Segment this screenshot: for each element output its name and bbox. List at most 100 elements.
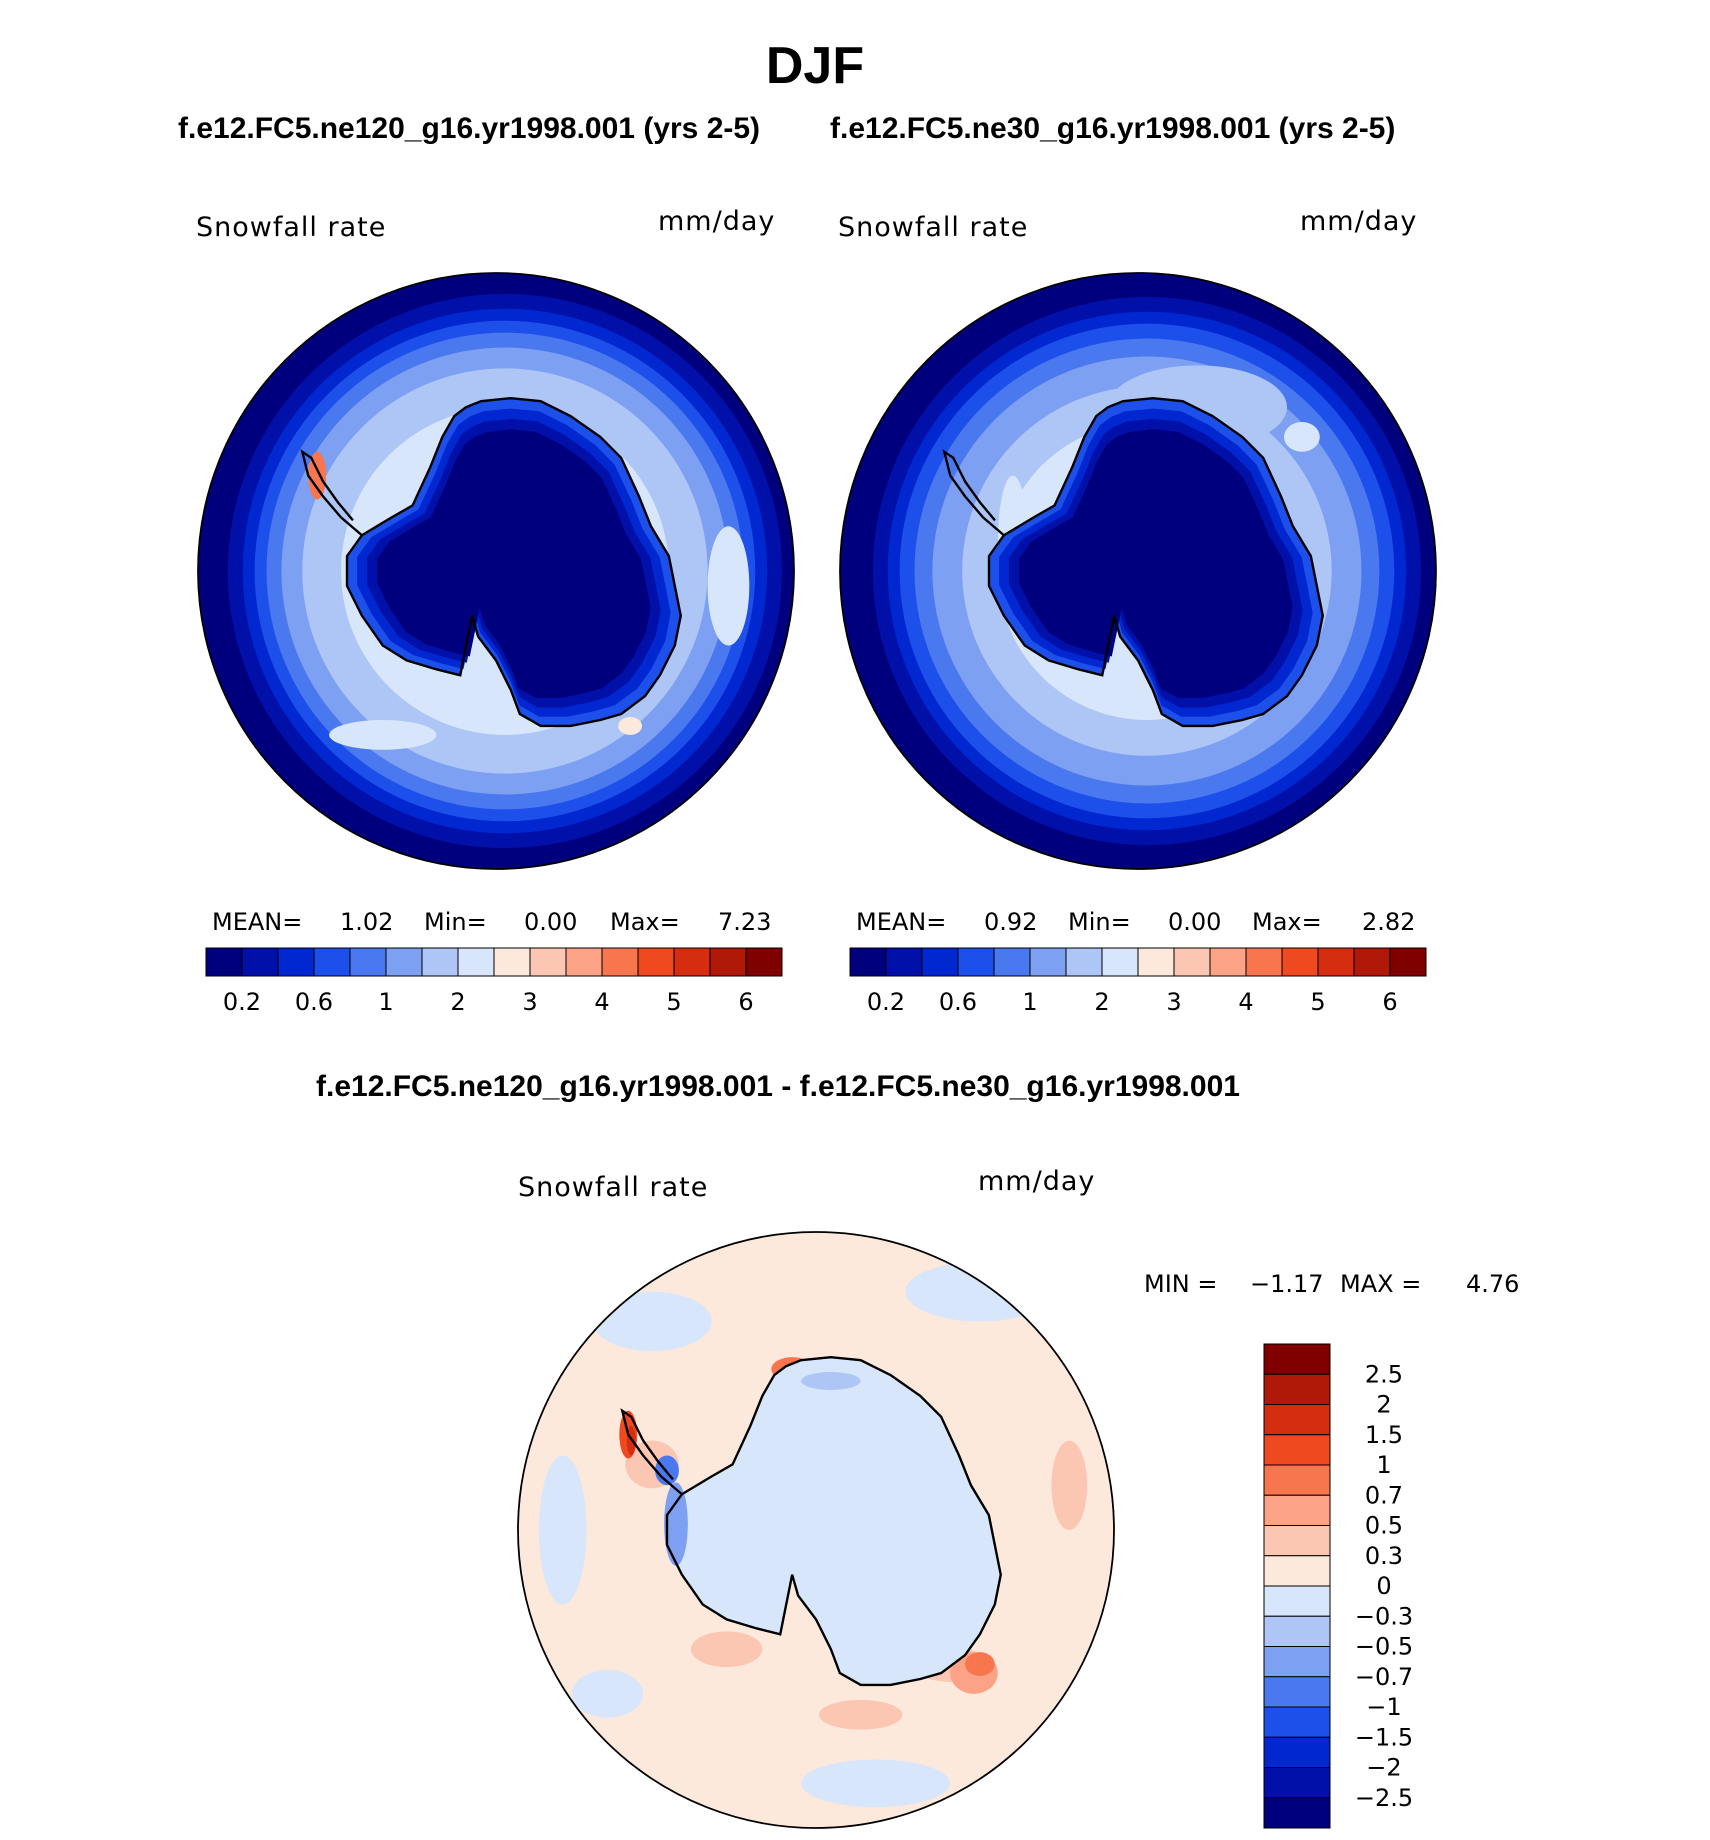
colorbar-swatch bbox=[1389, 947, 1427, 977]
colorbar-swatch bbox=[385, 947, 423, 977]
panel-2-max-value: 2.82 bbox=[1362, 908, 1416, 936]
colorbar-tick-label: 0.3 bbox=[1365, 1542, 1403, 1570]
panel-3-case-title: f.e12.FC5.ne120_g16.yr1998.001 - f.e12.F… bbox=[316, 1070, 1240, 1103]
map-contour-patch bbox=[801, 1759, 951, 1808]
coastline-peninsula bbox=[300, 449, 363, 537]
panel-2-variable-label: Snowfall rate bbox=[838, 212, 1029, 243]
panel-2-case-title: f.e12.FC5.ne30_g16.yr1998.001 (yrs 2-5) bbox=[830, 112, 1396, 145]
colorbar-swatch bbox=[1137, 947, 1175, 977]
colorbar-tick-label: 6 bbox=[1382, 988, 1397, 1016]
colorbar-swatch bbox=[921, 947, 959, 977]
panel-1-mean-label: MEAN= bbox=[212, 908, 303, 936]
colorbar-swatch bbox=[601, 947, 639, 977]
colorbar-swatch bbox=[1263, 1615, 1331, 1647]
colorbar-tick-label: 5 bbox=[666, 988, 681, 1016]
panel-3-min-value: −1.17 bbox=[1250, 1270, 1324, 1298]
panel-3-units: mm/day bbox=[978, 1166, 1096, 1197]
panel-1-mean-value: 1.02 bbox=[340, 908, 394, 936]
map-contour-patch bbox=[538, 1455, 587, 1605]
colorbar-swatch bbox=[1263, 1706, 1331, 1738]
map-contour-patch bbox=[618, 717, 643, 735]
panel-2-min-value: 0.00 bbox=[1168, 908, 1222, 936]
panel-2-mean-label: MEAN= bbox=[856, 908, 947, 936]
colorbar-tick-label: 0.5 bbox=[1365, 1512, 1403, 1540]
map-contour-patch bbox=[801, 1372, 861, 1390]
map-contour-patch bbox=[592, 1291, 712, 1352]
map-border bbox=[839, 272, 1437, 870]
colorbar-swatch bbox=[1263, 1464, 1331, 1496]
map-antarctic-fill bbox=[667, 1357, 1001, 1685]
panel-1-units: mm/day bbox=[658, 206, 776, 237]
panel-2-max-label: Max= bbox=[1252, 908, 1322, 936]
colorbar-swatch bbox=[1245, 947, 1283, 977]
colorbar-tick-label: −0.3 bbox=[1355, 1602, 1413, 1630]
coastline bbox=[665, 1355, 1002, 1687]
colorbar-swatch bbox=[1263, 1494, 1331, 1526]
colorbar-tick-label: −0.7 bbox=[1355, 1663, 1413, 1691]
panel-2-units: mm/day bbox=[1300, 206, 1418, 237]
map-contour-patch bbox=[818, 1699, 903, 1730]
colorbar-swatch bbox=[1263, 1555, 1331, 1587]
colorbar-swatch bbox=[1065, 947, 1103, 977]
colorbar-tick-label: −2.5 bbox=[1355, 1784, 1413, 1812]
panel-3-variable-label: Snowfall rate bbox=[518, 1172, 709, 1203]
colorbar-tick-label: 0.2 bbox=[223, 988, 261, 1016]
colorbar-swatch bbox=[205, 947, 243, 977]
colorbar-tick-label: 1.5 bbox=[1365, 1421, 1403, 1449]
colorbar-swatch bbox=[1209, 947, 1247, 977]
map-contour-patch bbox=[1284, 422, 1320, 452]
map-contour-patch bbox=[690, 1631, 763, 1668]
panel-1-max-value: 7.23 bbox=[718, 908, 772, 936]
colorbar-tick-label: −0.5 bbox=[1355, 1633, 1413, 1661]
colorbar-swatch bbox=[457, 947, 495, 977]
colorbar-swatch bbox=[1263, 1585, 1331, 1617]
colorbar-tick-label: 0.6 bbox=[295, 988, 333, 1016]
panel-2-colorbar: 0.2 0.6 1 2 3 4 5 6 bbox=[849, 947, 1427, 1016]
map-border bbox=[517, 1231, 1115, 1829]
colorbar-swatch bbox=[957, 947, 995, 977]
colorbar-swatch bbox=[1263, 1646, 1331, 1678]
colorbar-swatch bbox=[1263, 1373, 1331, 1405]
colorbar-tick-label: 3 bbox=[1166, 988, 1181, 1016]
panel-3-polar-map bbox=[517, 1231, 1115, 1829]
panel-2-mean-value: 0.92 bbox=[984, 908, 1038, 936]
colorbar-swatch bbox=[885, 947, 923, 977]
colorbar-tick-label: 4 bbox=[1238, 988, 1253, 1016]
panel-3-max-label: MAX = bbox=[1340, 1270, 1422, 1298]
colorbar-swatch bbox=[1173, 947, 1211, 977]
colorbar-swatch bbox=[1353, 947, 1391, 977]
colorbar-tick-label: 0.7 bbox=[1365, 1481, 1403, 1509]
colorbar-swatch bbox=[1263, 1434, 1331, 1466]
panel-2-polar-map bbox=[839, 272, 1437, 870]
colorbar-swatch bbox=[1263, 1767, 1331, 1799]
colorbar-tick-label: −2 bbox=[1366, 1754, 1401, 1782]
coastline-peninsula bbox=[620, 1408, 683, 1496]
colorbar-swatch bbox=[1263, 1404, 1331, 1436]
colorbar-swatch bbox=[1317, 947, 1355, 977]
colorbar-swatch bbox=[1263, 1797, 1331, 1829]
colorbar-tick-label: 0.2 bbox=[867, 988, 905, 1016]
colorbar-tick-label: 6 bbox=[738, 988, 753, 1016]
colorbar-swatch bbox=[529, 947, 567, 977]
colorbar-swatch bbox=[993, 947, 1031, 977]
panel-3-colorbar: 2.5 21.510.7 0.50.30−0.3 −0.5−0.7−1−1.5 −2−2… bbox=[1263, 1343, 1413, 1829]
colorbar-swatch bbox=[241, 947, 279, 977]
colorbar-tick-label: 1 bbox=[1022, 988, 1037, 1016]
coastline-peninsula bbox=[942, 449, 1005, 537]
map-contour-patch bbox=[1051, 1440, 1088, 1530]
colorbar-tick-label: 2 bbox=[1376, 1391, 1391, 1419]
colorbar-tick-label: 0.6 bbox=[939, 988, 977, 1016]
panel-3-max-value: 4.76 bbox=[1466, 1270, 1520, 1298]
colorbar-swatch bbox=[277, 947, 315, 977]
panel-1-colorbar: 0.2 0.6 1 2 3 4 5 6 bbox=[205, 947, 783, 1016]
map-contour-patch bbox=[707, 526, 750, 646]
panel-1-max-label: Max= bbox=[610, 908, 680, 936]
colorbar-tick-label: 2.5 bbox=[1365, 1360, 1403, 1388]
colorbar-tick-label: 1 bbox=[1376, 1451, 1391, 1479]
colorbar-swatch bbox=[1263, 1525, 1331, 1557]
coastline bbox=[987, 396, 1324, 728]
map-contour-patch bbox=[308, 451, 327, 500]
colorbar-swatch bbox=[673, 947, 711, 977]
map-contour-patch bbox=[905, 1261, 1055, 1322]
colorbar-swatch bbox=[421, 947, 459, 977]
